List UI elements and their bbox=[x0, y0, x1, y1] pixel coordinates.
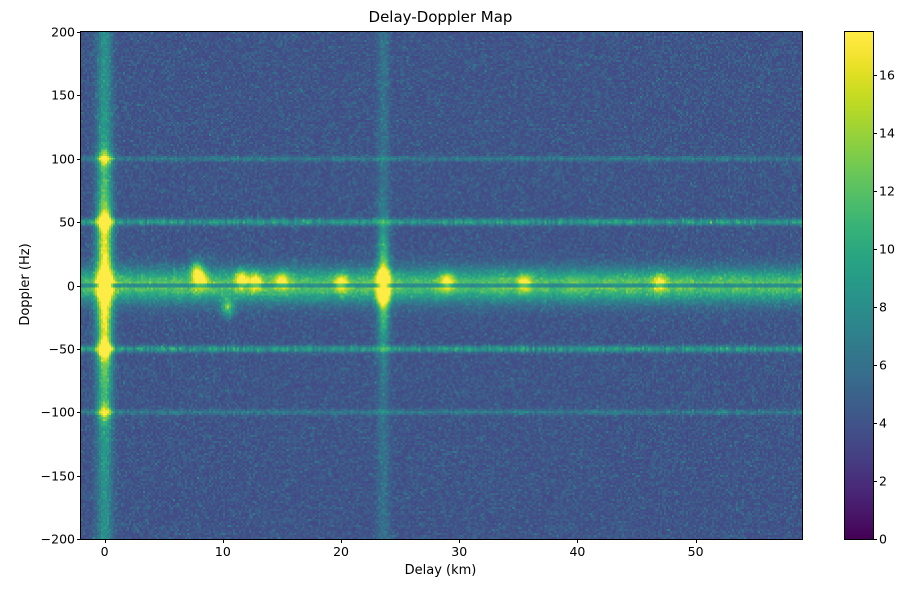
y-tick-label: −50 bbox=[48, 341, 75, 357]
x-tick-mark bbox=[577, 539, 579, 543]
colorbar-tick-mark bbox=[873, 365, 877, 367]
x-tick-label: 50 bbox=[687, 544, 704, 559]
delay-doppler-heatmap bbox=[81, 32, 802, 539]
y-tick-mark bbox=[76, 539, 80, 540]
y-tick-mark bbox=[76, 158, 80, 160]
x-tick-label: 20 bbox=[333, 544, 349, 559]
colorbar-gradient bbox=[845, 32, 873, 539]
y-tick-label: 200 bbox=[51, 24, 75, 40]
colorbar-tick-label: 2 bbox=[879, 473, 887, 489]
x-tick-mark bbox=[341, 539, 343, 543]
colorbar-tick-mark bbox=[873, 75, 877, 77]
colorbar: 0 2 4 6 8 10 12 14 16 bbox=[844, 31, 895, 547]
y-tick-label: 0 bbox=[67, 278, 75, 293]
y-tick-mark bbox=[76, 348, 80, 350]
y-tick-mark bbox=[76, 412, 80, 414]
x-tick-mark bbox=[459, 539, 461, 543]
x-tick-mark bbox=[695, 539, 697, 543]
colorbar-tick-mark bbox=[873, 423, 877, 425]
colorbar-tick-label: 6 bbox=[879, 357, 887, 373]
colorbar-tick-label: 8 bbox=[879, 299, 887, 315]
x-tick-label: 40 bbox=[569, 544, 586, 559]
x-tick-label: 0 bbox=[100, 544, 109, 559]
heatmap-axes: −200 −150 −100 −50 0 50 100 150 200 0 10 20 30 40 50 bbox=[41, 25, 803, 559]
colorbar-tick-label: 4 bbox=[879, 415, 887, 431]
colorbar-tick-mark bbox=[873, 191, 877, 193]
colorbar-tick-mark bbox=[873, 539, 877, 540]
x-tick-mark bbox=[222, 539, 224, 543]
y-tick-mark bbox=[76, 32, 80, 33]
y-tick-mark bbox=[76, 95, 80, 97]
x-tick-mark bbox=[104, 539, 106, 543]
colorbar-tick-label: 16 bbox=[879, 67, 895, 83]
x-axis-label: Delay (km) bbox=[404, 563, 477, 578]
colorbar-tick-label: 0 bbox=[879, 531, 887, 547]
y-tick-mark bbox=[76, 475, 80, 477]
colorbar-tick-mark bbox=[873, 481, 877, 483]
x-tick-label: 30 bbox=[451, 544, 468, 559]
colorbar-tick-mark bbox=[873, 249, 877, 251]
y-tick-mark bbox=[76, 222, 80, 224]
y-tick-label: 100 bbox=[51, 151, 75, 167]
colorbar-tick-label: 10 bbox=[879, 241, 895, 257]
colorbar-tick-mark bbox=[873, 133, 877, 135]
y-tick-label: −200 bbox=[40, 531, 75, 547]
colorbar-tick-label: 14 bbox=[879, 125, 895, 141]
x-tick-label: 10 bbox=[214, 544, 231, 559]
colorbar-tick-mark bbox=[873, 307, 877, 309]
y-axis-label: Doppler (Hz) bbox=[18, 243, 33, 326]
y-tick-label: −150 bbox=[40, 468, 75, 484]
y-tick-label: 150 bbox=[51, 87, 75, 103]
y-tick-label: 50 bbox=[59, 214, 75, 230]
colorbar-tick-label: 12 bbox=[879, 183, 895, 199]
y-tick-label: −100 bbox=[40, 404, 75, 420]
chart-title: Delay-Doppler Map bbox=[368, 8, 513, 26]
y-tick-mark bbox=[76, 285, 80, 287]
